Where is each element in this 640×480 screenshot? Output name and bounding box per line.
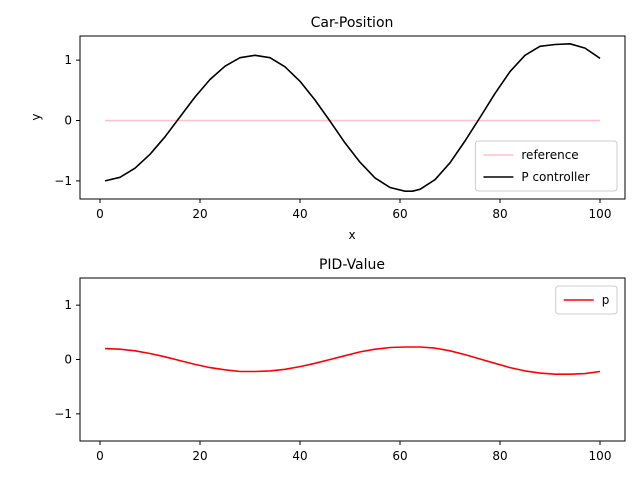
- x-tick-label: 20: [192, 207, 207, 221]
- legend-label: reference: [521, 148, 578, 162]
- pid-value-panel: PID-Value 0 20 40 60 80 100 −1 0 1 p: [54, 257, 626, 463]
- plot-area: 0 20 40 60 80 100 −1 0 1: [54, 298, 611, 463]
- x-tick-label: 80: [492, 449, 507, 463]
- x-tick-label: 60: [392, 207, 407, 221]
- x-tick-label: 100: [589, 207, 612, 221]
- legend-label: p: [602, 293, 610, 307]
- y-tick-label: 0: [64, 353, 72, 367]
- legend: p: [555, 285, 618, 315]
- y-tick-label: −1: [54, 407, 72, 421]
- series-line-p: [104, 346, 601, 376]
- x-tick-label: 60: [392, 449, 407, 463]
- x-tick-label: 100: [589, 449, 612, 463]
- y-tick-label: 1: [64, 298, 72, 312]
- y-axis-label: y: [29, 113, 43, 120]
- chart-title: Car-Position: [311, 15, 394, 31]
- car-position-panel: Car-Position 0 20 40 60 80 100 −1 0 1 x y refere…: [29, 15, 626, 242]
- x-axis-label: x: [348, 228, 355, 242]
- y-tick-label: −1: [54, 174, 72, 188]
- axes-frame: [79, 35, 626, 200]
- legend: reference P controller: [474, 140, 618, 192]
- x-tick-label: 40: [292, 207, 307, 221]
- x-tick-label: 0: [96, 449, 104, 463]
- series-line-p-controller: [104, 42, 601, 192]
- legend-box: [474, 140, 618, 192]
- x-tick-label: 80: [492, 207, 507, 221]
- plot-area: 0 20 40 60 80 100 −1 0 1: [54, 42, 612, 221]
- x-tick-label: 20: [192, 449, 207, 463]
- x-tick-label: 0: [96, 207, 104, 221]
- chart-title: PID-Value: [319, 257, 385, 273]
- legend-label: P controller: [521, 170, 589, 184]
- x-tick-label: 40: [292, 449, 307, 463]
- y-tick-label: 1: [64, 53, 72, 67]
- axes-frame: [79, 277, 626, 442]
- y-tick-label: 0: [64, 114, 72, 128]
